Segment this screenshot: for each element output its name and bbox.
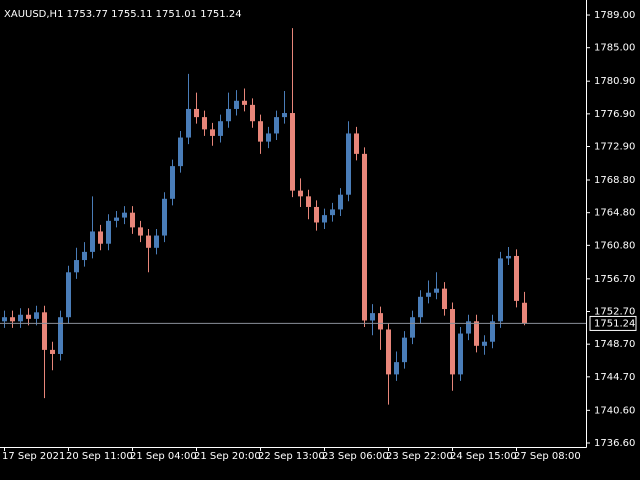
candle-body — [418, 296, 423, 318]
candle-body — [274, 117, 279, 134]
candle-body — [162, 198, 167, 236]
y-tick-label: 1748.70 — [594, 339, 635, 350]
candle-body — [426, 292, 431, 297]
x-tick-label: 20 Sep 11:00 — [66, 451, 133, 462]
candle-body — [322, 215, 327, 223]
candle-body — [58, 317, 63, 354]
candle-body — [466, 321, 471, 334]
candle-body — [18, 314, 23, 322]
candle-body — [122, 212, 127, 218]
candle-body — [490, 321, 495, 342]
candle-body — [242, 100, 247, 105]
candle-body — [82, 251, 87, 261]
candle-body — [362, 153, 367, 321]
candle-body — [74, 260, 79, 273]
candle-body — [506, 255, 511, 259]
y-tick-label: 1756.70 — [594, 274, 635, 285]
candle-body — [66, 272, 71, 318]
candle-body — [258, 121, 263, 142]
y-tick-label: 1780.90 — [594, 76, 635, 87]
candle-body — [314, 206, 319, 223]
candle-body — [2, 317, 7, 322]
y-tick-label: 1785.00 — [594, 43, 635, 54]
candle-body — [154, 235, 159, 248]
candle-body — [410, 317, 415, 338]
y-tick-label: 1776.90 — [594, 109, 635, 120]
x-tick-label: 24 Sep 15:00 — [450, 451, 517, 462]
candle-body — [202, 117, 207, 130]
x-tick-label: 17 Sep 2021 — [2, 451, 65, 462]
candle-body — [330, 209, 335, 216]
candle-body — [138, 227, 143, 236]
last-price-label: 1751.24 — [594, 318, 635, 329]
candle-body — [482, 341, 487, 346]
y-tick-label: 1740.60 — [594, 405, 635, 416]
candle-body — [298, 190, 303, 197]
candle-body — [106, 220, 111, 244]
candle-body — [450, 309, 455, 375]
candle-body — [98, 231, 103, 244]
candle-body — [282, 113, 287, 118]
last-price-box — [589, 315, 637, 331]
candle-body — [514, 255, 519, 301]
candle-body — [50, 349, 55, 354]
x-tick-label: 27 Sep 08:00 — [514, 451, 581, 462]
y-tick-label: 1789.00 — [594, 10, 635, 21]
candle-body — [210, 129, 215, 136]
candle-body — [234, 100, 239, 109]
candle-body — [290, 113, 295, 191]
candle-body — [386, 329, 391, 375]
chart-title: XAUUSD,H1 1753.77 1755.11 1751.01 1751.2… — [4, 9, 242, 20]
candle-body — [442, 288, 447, 310]
candle-body — [90, 231, 95, 252]
candle-body — [226, 108, 231, 122]
candle-body — [218, 121, 223, 136]
y-tick-label: 1760.80 — [594, 240, 635, 251]
candle-body — [130, 212, 135, 228]
candle-body — [522, 302, 527, 324]
candle-body — [194, 108, 199, 118]
candle-body — [170, 166, 175, 199]
x-tick-label: 22 Sep 13:00 — [258, 451, 325, 462]
y-tick-label: 1736.60 — [594, 438, 635, 449]
candle-body — [394, 362, 399, 375]
candle-body — [346, 133, 351, 195]
candle-body — [458, 333, 463, 375]
y-tick-label: 1772.90 — [594, 142, 635, 153]
x-tick-label: 23 Sep 22:00 — [386, 451, 453, 462]
candle-body — [178, 137, 183, 167]
candle-body — [26, 314, 31, 319]
candle-body — [266, 133, 271, 142]
candle-body — [338, 194, 343, 210]
y-tick-label: 1752.70 — [594, 307, 635, 318]
candle-body — [354, 133, 359, 154]
candle-body — [474, 321, 479, 346]
candle-body — [34, 312, 39, 319]
candle-body — [498, 258, 503, 322]
candle-body — [10, 317, 15, 322]
candle-body — [402, 337, 407, 363]
candle-body — [370, 313, 375, 321]
x-tick-label: 23 Sep 06:00 — [322, 451, 389, 462]
candle-body — [250, 104, 255, 122]
y-tick-label: 1764.80 — [594, 208, 635, 219]
candle-body — [186, 108, 191, 138]
x-tick-label: 21 Sep 20:00 — [194, 451, 261, 462]
candle-body — [434, 288, 439, 293]
x-tick-label: 21 Sep 04:00 — [130, 451, 197, 462]
candle-body — [378, 313, 383, 330]
candle-body — [42, 312, 47, 350]
y-tick-label: 1744.70 — [594, 372, 635, 383]
candle-body — [146, 235, 151, 248]
candle-body — [114, 217, 119, 221]
y-tick-label: 1768.80 — [594, 175, 635, 186]
candle-body — [306, 196, 311, 207]
